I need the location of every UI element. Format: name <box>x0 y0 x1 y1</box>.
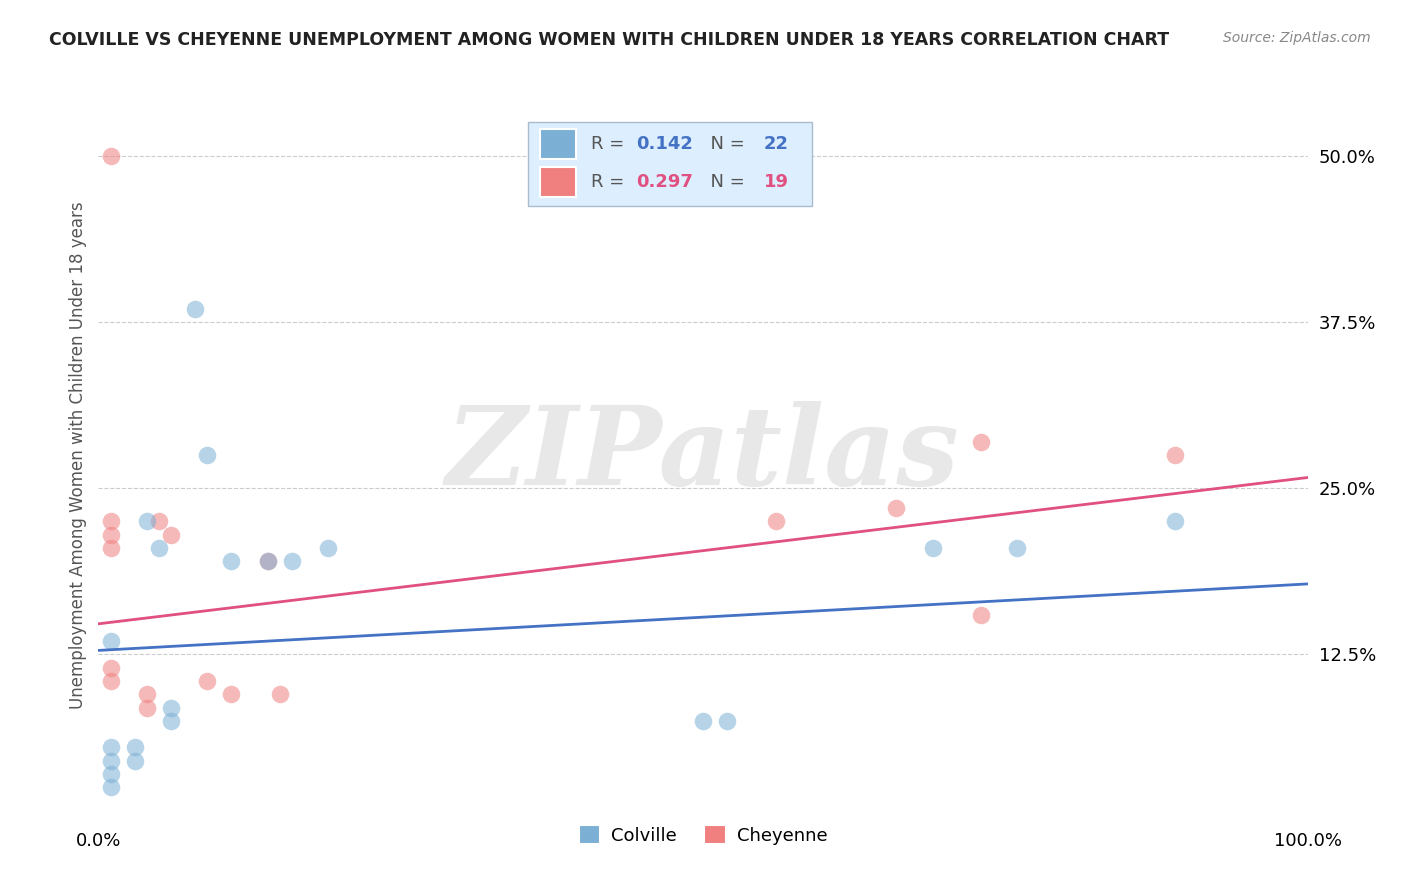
Point <box>100 767 122 781</box>
Point <box>100 661 122 675</box>
Point <box>148 515 170 529</box>
Text: COLVILLE VS CHEYENNE UNEMPLOYMENT AMONG WOMEN WITH CHILDREN UNDER 18 YEARS CORRE: COLVILLE VS CHEYENNE UNEMPLOYMENT AMONG … <box>49 31 1170 49</box>
Y-axis label: Unemployment Among Women with Children Under 18 years: Unemployment Among Women with Children U… <box>69 201 87 709</box>
Text: 0.142: 0.142 <box>637 135 693 153</box>
Text: N =: N = <box>699 135 751 153</box>
Text: Source: ZipAtlas.com: Source: ZipAtlas.com <box>1223 31 1371 45</box>
Text: N =: N = <box>699 173 751 191</box>
Point <box>100 740 122 755</box>
Point <box>269 687 291 701</box>
Legend: Colville, Cheyenne: Colville, Cheyenne <box>572 818 834 852</box>
Point <box>100 673 122 688</box>
Point <box>135 687 157 701</box>
Point <box>100 754 122 768</box>
Point <box>184 301 207 316</box>
FancyBboxPatch shape <box>540 129 576 159</box>
Point <box>1163 448 1185 462</box>
Point <box>970 607 993 622</box>
Text: 0.297: 0.297 <box>637 173 693 191</box>
Point <box>100 541 122 555</box>
Point <box>316 541 339 555</box>
Point <box>970 434 993 449</box>
Point <box>921 541 943 555</box>
Point <box>160 700 183 714</box>
Point <box>765 515 787 529</box>
Point <box>221 554 243 568</box>
Point <box>281 554 304 568</box>
Point <box>148 541 170 555</box>
Point <box>100 527 122 541</box>
Point <box>195 673 218 688</box>
Text: R =: R = <box>591 135 630 153</box>
FancyBboxPatch shape <box>540 168 576 197</box>
Point <box>1163 515 1185 529</box>
Point <box>716 714 738 728</box>
Text: ZIPatlas: ZIPatlas <box>446 401 960 508</box>
FancyBboxPatch shape <box>527 122 811 206</box>
Point <box>100 149 122 163</box>
Point <box>100 515 122 529</box>
Point <box>124 740 146 755</box>
Point <box>100 780 122 795</box>
Point <box>221 687 243 701</box>
Point <box>886 501 908 516</box>
Point <box>692 714 714 728</box>
Point <box>124 754 146 768</box>
Point <box>160 714 183 728</box>
Point <box>256 554 278 568</box>
Point <box>195 448 218 462</box>
Point <box>160 527 183 541</box>
Point <box>100 634 122 648</box>
Text: R =: R = <box>591 173 630 191</box>
Point <box>135 515 157 529</box>
Point <box>135 700 157 714</box>
Text: 19: 19 <box>763 173 789 191</box>
Text: 22: 22 <box>763 135 789 153</box>
Point <box>256 554 278 568</box>
Point <box>1007 541 1029 555</box>
